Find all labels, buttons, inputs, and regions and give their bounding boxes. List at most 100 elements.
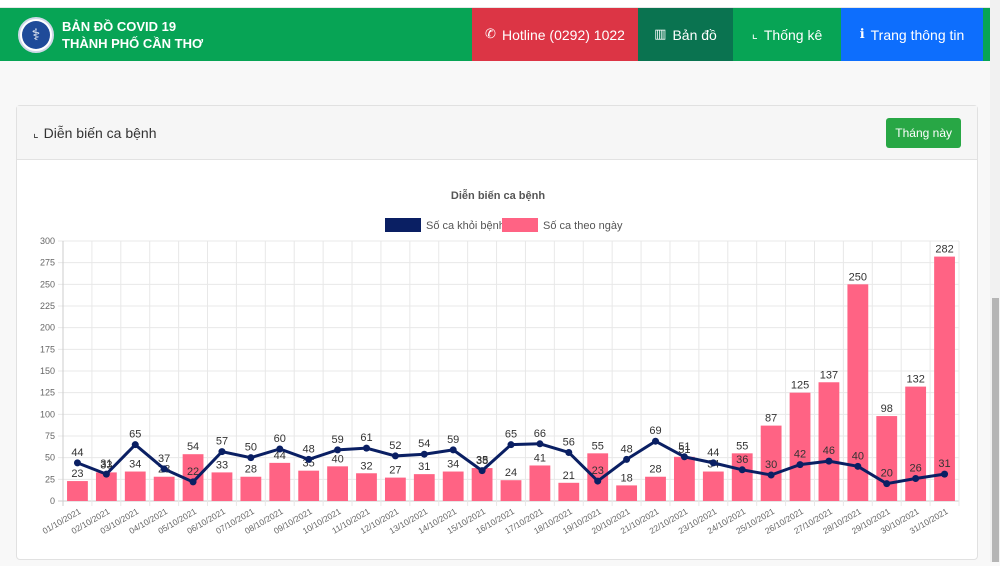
bar-value-label: 23 [71,468,83,480]
y-tick-label: 125 [40,388,55,398]
bar-value-label: 34 [447,459,459,471]
line-point [305,455,313,463]
bar [934,256,955,501]
line-point [652,437,660,445]
legend-swatch-recovered[interactable] [385,218,421,232]
line-value-label: 22 [187,466,199,478]
line-value-label: 65 [505,429,517,441]
line-value-label: 36 [736,454,748,466]
navbar: ⚕ BẢN ĐỒ COVID 19 THÀNH PHỐ CẦN THƠ ✆ Ho… [0,8,990,61]
chart-container: Diễn biến ca bệnh Số ca khỏi bệnh Số ca … [17,161,979,561]
line-point [767,471,775,479]
bar [674,456,695,501]
line-value-label: 51 [678,441,690,453]
legend-label-daily[interactable]: Số ca theo ngày [543,220,623,232]
line-value-label: 66 [534,428,546,440]
y-tick-label: 150 [40,366,55,376]
line-value-label: 20 [881,468,893,480]
bar-value-label: 250 [849,271,867,283]
line-point [160,465,168,473]
brand[interactable]: ⚕ BẢN ĐỒ COVID 19 THÀNH PHỐ CẦN THƠ [0,8,472,61]
bar-value-label: 27 [389,465,401,477]
browser-top-strip [0,0,1000,8]
case-trend-chart: Diễn biến ca bệnh Số ca khỏi bệnh Số ca … [40,189,960,536]
bar [731,453,753,501]
legend-label-recovered[interactable]: Số ca khỏi bệnh [426,220,505,232]
bar [905,386,927,501]
bar [384,477,406,501]
bar [616,485,638,501]
bar [876,416,898,501]
case-trend-card: ⌞ Diễn biến ca bệnh Tháng này Diễn biến … [16,105,978,560]
bar-value-label: 28 [245,464,257,476]
phone-icon: ✆ [485,27,496,42]
line-value-label: 61 [360,432,372,444]
line-value-label: 31 [938,458,950,470]
bar-value-label: 137 [820,369,838,381]
bar-value-label: 24 [505,467,517,479]
bar-value-label: 38 [476,455,488,467]
line-point [594,477,602,485]
bar-value-label: 21 [563,470,575,482]
bar [645,476,666,501]
line-point [796,461,804,469]
line-value-label: 69 [649,425,661,437]
line-point [189,478,197,486]
bar [67,481,88,501]
brand-subtitle: THÀNH PHỐ CẦN THƠ [62,35,204,51]
line-series [73,437,949,488]
bar [500,480,522,501]
nav-map-label: Bản đồ [672,26,717,43]
y-tick-label: 0 [50,496,55,506]
line-point [362,444,370,452]
y-axis: 0 25 50 75 100 125 150 175 200 225 250 275 300 [40,236,55,506]
scrollbar-thumb[interactable] [992,298,999,562]
bar-value-label: 55 [736,440,748,452]
nav-info-label: Trang thông tin [870,26,965,43]
hotline-button[interactable]: ✆ Hotline (0292) 1022 [472,8,638,61]
bar [413,474,435,501]
nav-stats-button[interactable]: ⌞ Thống kê [733,8,841,61]
caduceus-icon: ⚕ [22,20,50,49]
y-tick-label: 75 [45,431,55,441]
bar [240,476,262,501]
line-point [334,446,342,454]
bar [847,284,869,501]
page-scrollbar[interactable] [990,0,1000,562]
card-header: ⌞ Diễn biến ca bệnh Tháng này [17,106,977,160]
bar-value-label: 31 [418,461,430,473]
y-tick-label: 200 [40,323,55,333]
line-value-label: 56 [563,436,575,448]
bar-value-label: 34 [129,459,141,471]
line-point [276,445,284,453]
chart-title: Diễn biến ca bệnh [451,189,545,202]
line-point [680,453,688,461]
bar [442,471,464,501]
bar-value-label: 282 [935,244,953,256]
bar-value-label: 41 [534,452,546,464]
bar [124,471,146,501]
line-point [623,455,631,463]
y-tick-label: 300 [40,236,55,246]
bar-value-label: 44 [274,450,286,462]
nav-map-button[interactable]: ▥ Bản đồ [638,8,733,61]
line-value-label: 57 [216,436,228,448]
info-circle-icon: ℹ [859,27,865,42]
line-value-label: 26 [910,462,922,474]
bar-series [67,256,955,501]
this-month-button[interactable]: Tháng này [886,117,961,148]
bar-value-label: 51 [678,444,690,456]
y-tick-label: 175 [40,344,55,354]
nav-info-button[interactable]: ℹ Trang thông tin [841,8,983,61]
card-title: Diễn biến ca bệnh [43,124,157,141]
bar-value-label: 18 [620,472,632,484]
bar [818,382,840,501]
line-value-label: 60 [274,433,286,445]
line-point [738,466,746,474]
line-value-label: 30 [765,459,777,471]
legend-swatch-daily[interactable] [502,218,538,232]
chart-line-icon: ⌞ [33,125,39,140]
bar-value-label: 33 [100,459,112,471]
bar-data-labels: 23 33 34 28 54 33 28 44 35 40 32 27 31 34 38 24 41 21 55 18… [71,244,953,485]
line-value-label: 40 [852,450,864,462]
